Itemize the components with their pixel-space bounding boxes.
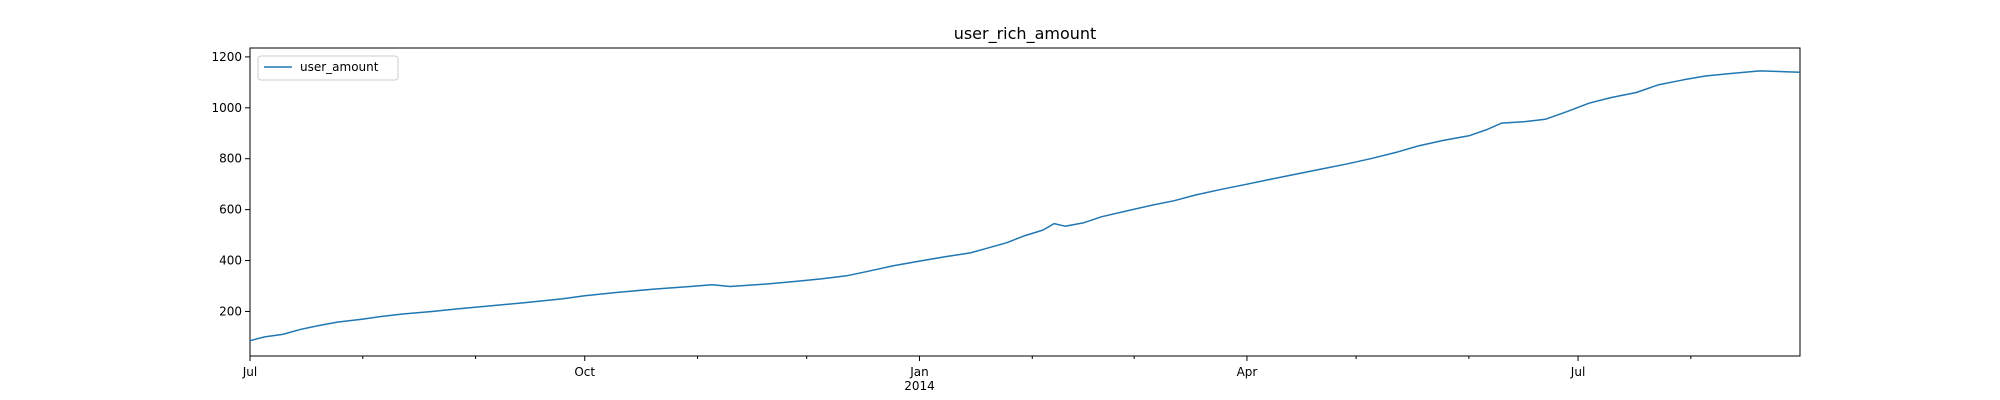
y-axis: 200 400 600 800 1000 1200 — [211, 50, 250, 318]
chart-title: user_rich_amount — [954, 24, 1097, 44]
y-tick-label: 600 — [219, 203, 242, 217]
series-layer — [249, 70, 1801, 342]
series-line-user-amount — [249, 70, 1801, 342]
y-tick-label: 200 — [219, 304, 242, 318]
y-tick-label: 1000 — [211, 101, 242, 115]
y-tick-label: 400 — [219, 254, 242, 268]
x-tick-label: Oct — [574, 365, 595, 379]
legend-label: user_amount — [300, 60, 379, 74]
x-tick-label: Apr — [1237, 365, 1258, 379]
y-tick-label: 800 — [219, 152, 242, 166]
x-tick-sublabel: 2014 — [904, 379, 935, 393]
x-tick-label: Jan — [909, 365, 929, 379]
y-tick-label: 1200 — [211, 50, 242, 64]
plot-frame — [249, 47, 1801, 357]
x-tick-label: Jul — [242, 365, 257, 379]
x-tick-label: Jul — [1570, 365, 1585, 379]
legend: user_amount — [257, 55, 399, 81]
legend-box — [257, 55, 399, 81]
